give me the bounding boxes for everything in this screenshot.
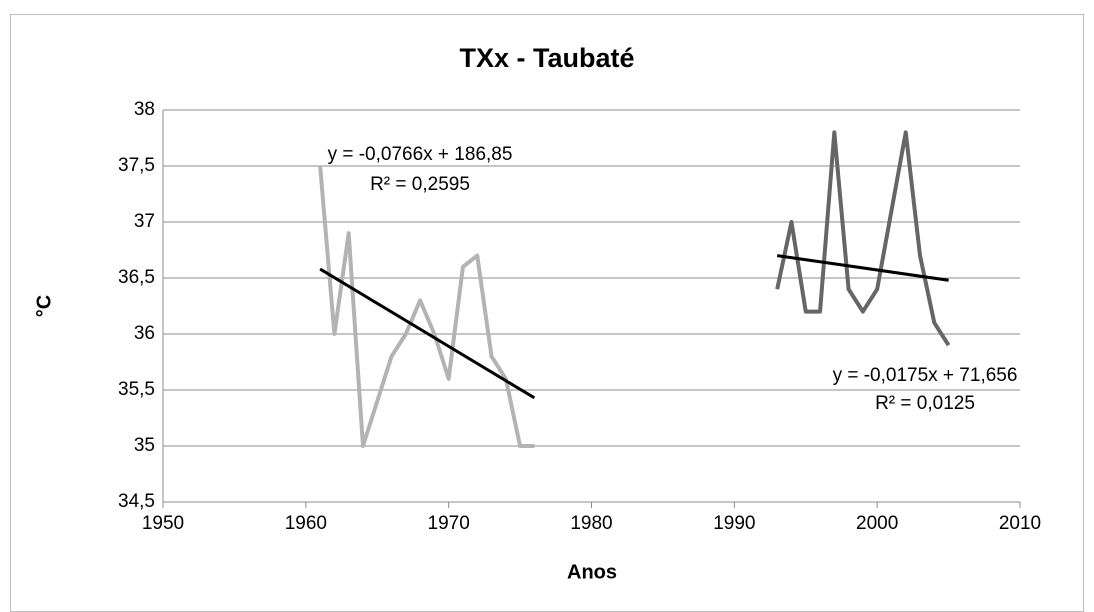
data-line <box>775 130 951 347</box>
y-tick-label: 34,5 <box>118 491 155 512</box>
x-tick-label: 1970 <box>428 513 470 534</box>
x-tick-label: 1990 <box>713 513 755 534</box>
y-tick-label: 36,5 <box>118 267 155 288</box>
data-line <box>318 165 535 448</box>
trend-equation: y = -0,0175x + 71,656 <box>833 365 1018 386</box>
y-tick-label: 37 <box>134 211 155 232</box>
x-axis-title: Anos <box>567 561 617 583</box>
trend-line <box>776 254 949 282</box>
y-tick-label: 35,5 <box>118 379 155 400</box>
trend-r2: R² = 0,2595 <box>370 174 470 195</box>
y-tick-label: 36 <box>134 323 155 344</box>
y-tick-label: 38 <box>134 99 155 120</box>
x-tick-label: 1980 <box>570 513 612 534</box>
trend-r2: R² = 0,0125 <box>875 393 975 414</box>
trend-line <box>319 267 536 400</box>
chart-title: TXx - Taubaté <box>459 43 634 73</box>
trend-equation: y = -0,0766x + 186,85 <box>328 144 513 165</box>
chart-border <box>10 14 1084 612</box>
x-tick-label: 1950 <box>142 513 184 534</box>
x-tick-label: 2000 <box>856 513 898 534</box>
x-tick-label: 1960 <box>285 513 327 534</box>
x-tick-label: 2010 <box>999 513 1041 534</box>
y-tick-label: 35 <box>134 435 155 456</box>
y-axis-title: °C <box>33 295 55 317</box>
y-tick-label: 37,5 <box>118 155 155 176</box>
